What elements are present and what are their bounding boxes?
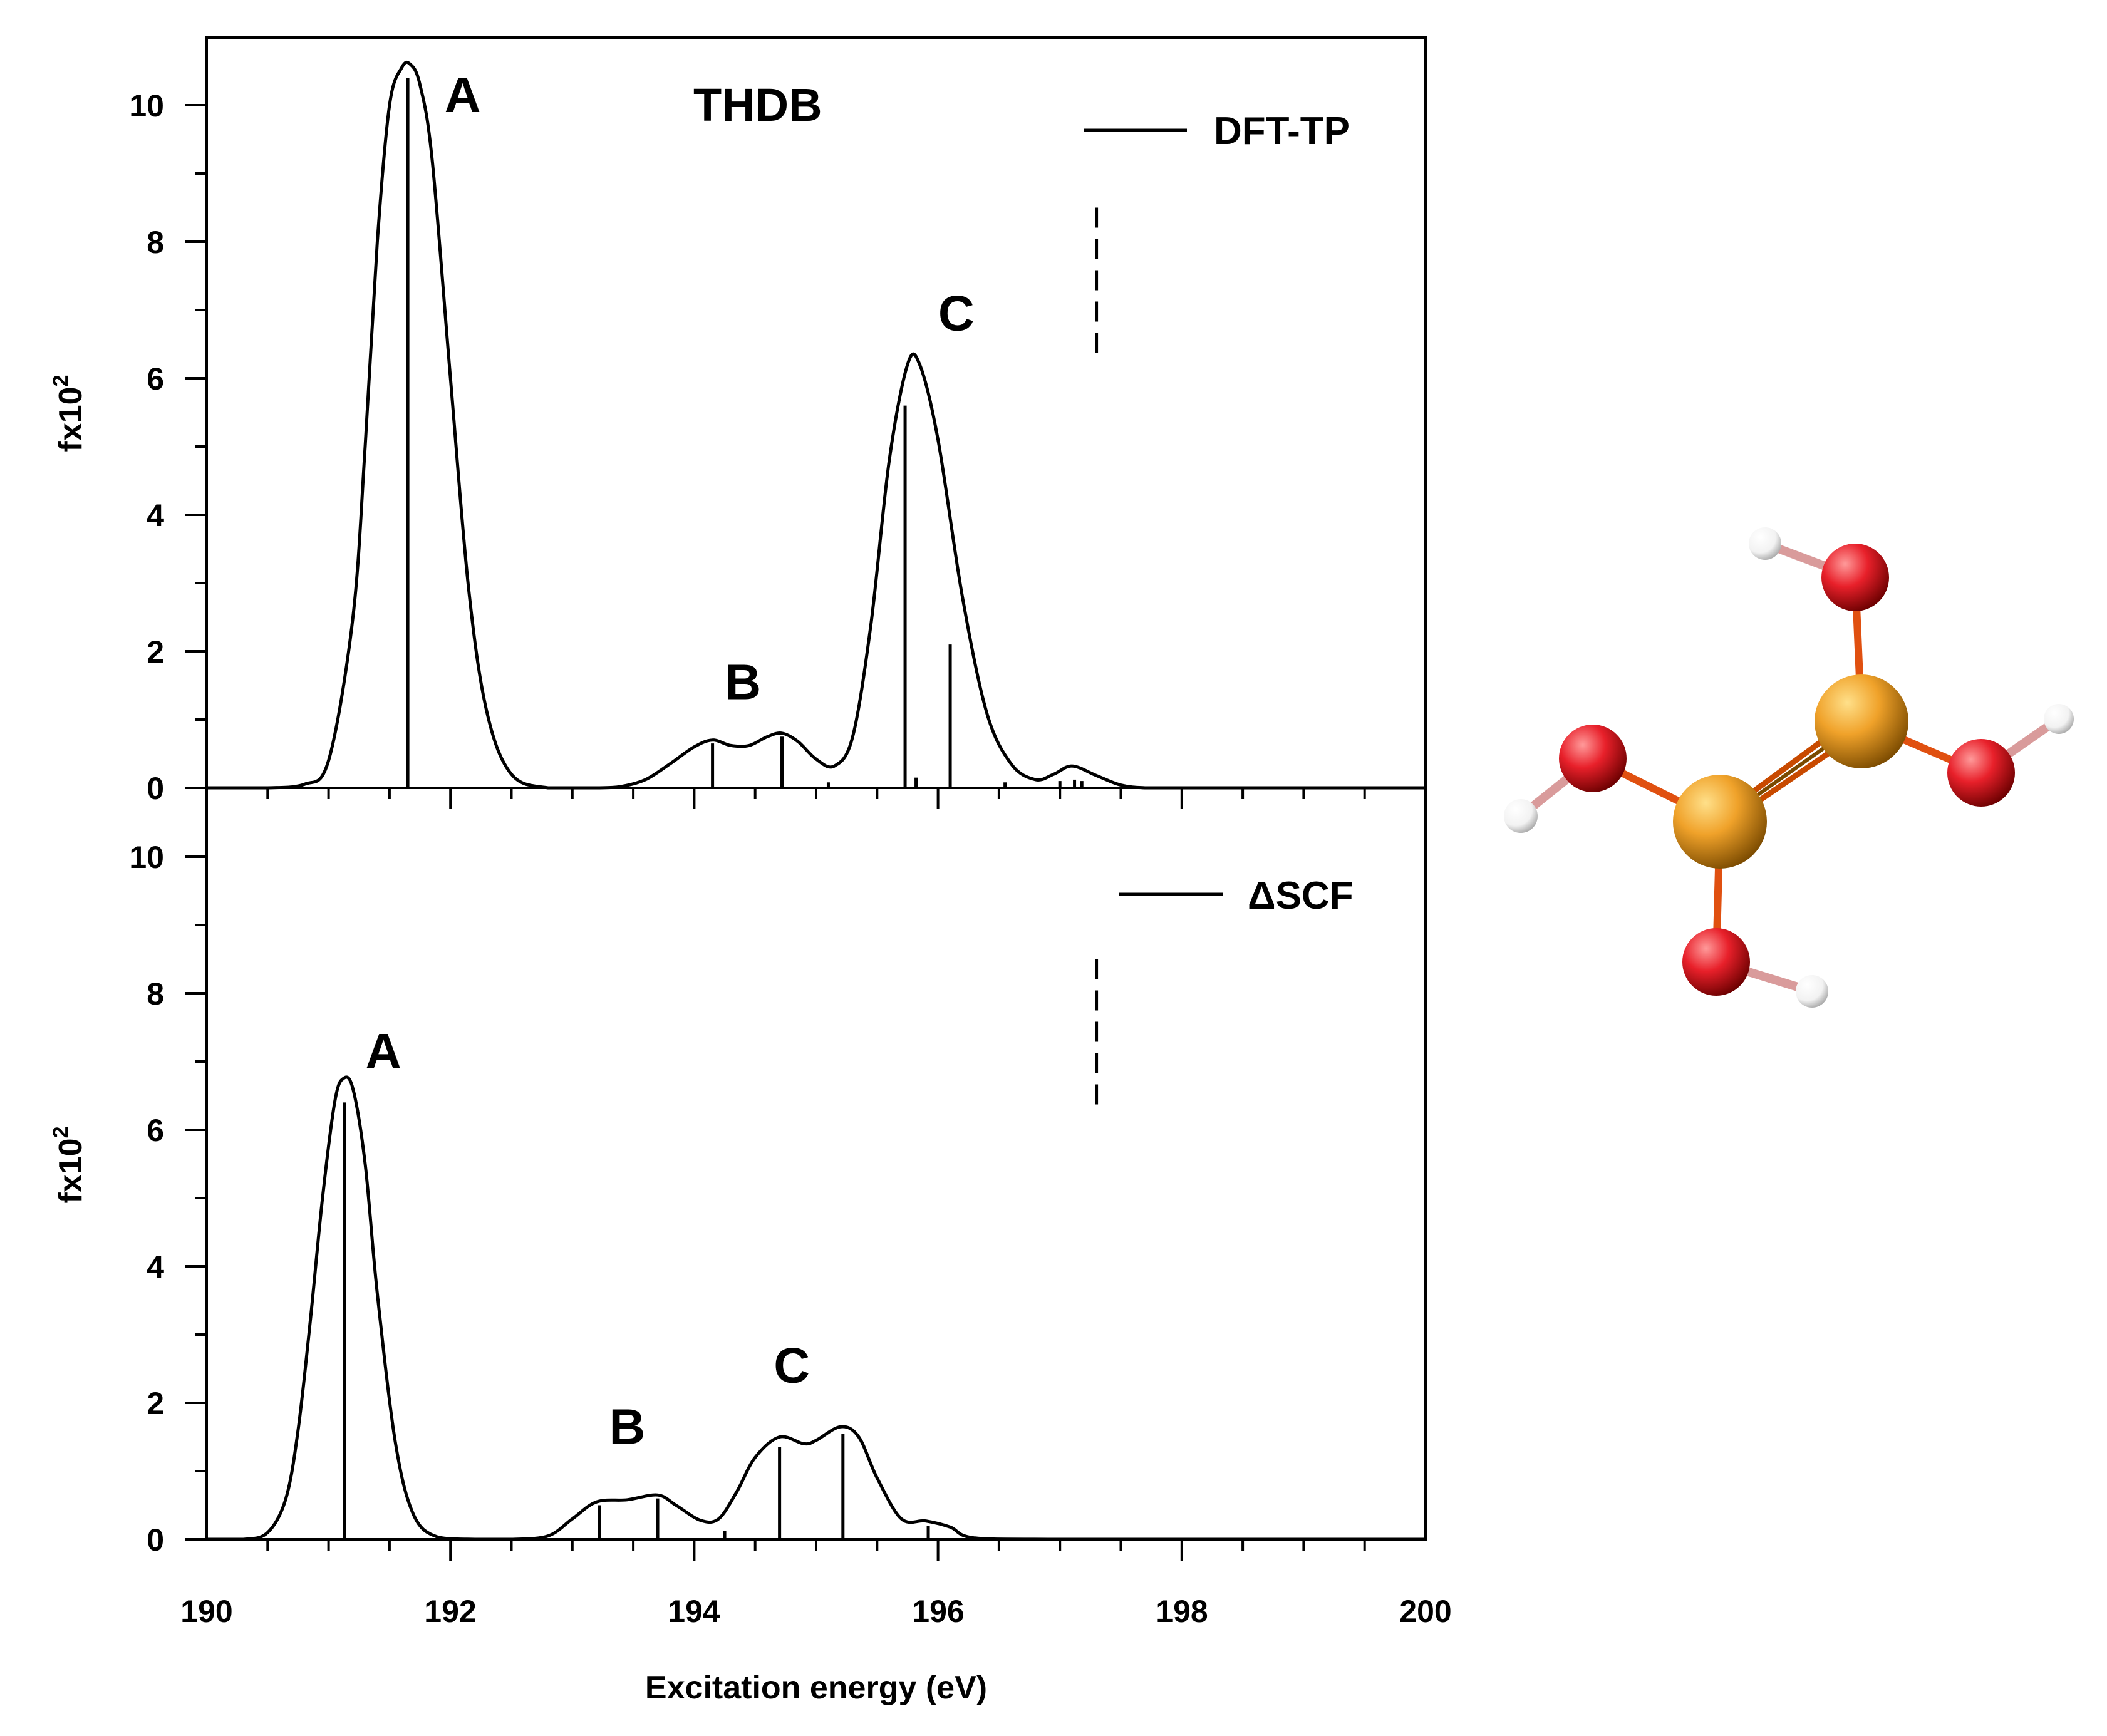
bottom-axis-ticks [185,855,1366,1561]
hydrogen-atom-top [1749,527,1781,560]
x-axis-label: Excitation energy (eV) [645,1670,987,1706]
bottom-y-tick-label-4: 4 [147,1249,164,1284]
top-transition-sticks [406,78,1084,788]
bottom-y-axis-label-base: fx10 [53,1138,89,1203]
oxygen-atom-right [1947,739,2015,807]
top-y-axis-label: fx102 [49,375,89,452]
top-y-tick-label-4: 4 [147,498,164,533]
hydrogen-atom-left [1504,799,1538,833]
oxygen-atom-top [1821,544,1889,611]
x-tick-labels: 190 192 194 196 198 200 [180,1594,1451,1629]
x-tick-label-200: 200 [1399,1594,1451,1629]
top-y-tick-label-6: 6 [147,361,164,396]
hydrogen-atom-bottom [1796,975,1828,1008]
top-y-axis-label-base: fx10 [53,386,89,452]
hydrogen-atom-right [2044,704,2074,734]
top-peak-label-b: B [725,654,761,710]
bottom-peak-label-a: A [365,1023,401,1079]
bottom-y-tick-label-0: 0 [147,1522,164,1558]
panel-bottom: ΔSCF A B C 0 2 4 6 8 10 fx102 [49,787,1427,1561]
top-legend-label: DFT-TP [1214,110,1350,153]
top-peak-label-a: A [445,67,481,123]
bottom-peak-label-b: B [609,1398,645,1454]
molecule-illustration [1504,527,2074,1008]
top-y-tick-label-8: 8 [147,225,164,260]
bottom-y-tick-label-2: 2 [147,1386,164,1421]
top-peak-label-c: C [938,286,975,341]
bottom-y-tick-label-8: 8 [147,976,164,1011]
x-tick-label-194: 194 [668,1594,720,1629]
oxygen-atom-left [1559,725,1627,792]
bottom-legend-label: ΔSCF [1248,874,1354,917]
top-chart-title: THDB [693,79,822,131]
top-y-tick-label-0: 0 [147,771,164,806]
top-axis-ticks [185,104,1366,809]
boron-atom-1 [1815,674,1908,768]
top-spectrum-line [207,60,1426,790]
x-tick-label-190: 190 [180,1594,232,1629]
panel-top: DFT-TP THDB A B C 0 2 4 6 8 10 fx102 [49,36,1427,809]
bottom-y-tick-label-10: 10 [129,840,164,875]
top-y-tick-label-2: 2 [147,634,164,669]
oxygen-atom-bottom [1682,928,1750,996]
bottom-y-axis-label-exponent: 2 [49,1127,73,1139]
top-y-tick-label-10: 10 [129,88,164,123]
x-tick-label-192: 192 [424,1594,476,1629]
x-tick-label-196: 196 [912,1594,964,1629]
bottom-y-axis-label: fx102 [49,1127,89,1204]
bottom-plot-frame [205,787,1427,1541]
top-y-axis-label-exponent: 2 [49,375,73,387]
x-tick-label-198: 198 [1156,1594,1208,1629]
bottom-spectrum-line [207,1075,1426,1541]
bottom-y-tick-label-6: 6 [147,1113,164,1148]
bottom-y-tick-labels: 0 2 4 6 8 10 [129,840,164,1558]
bottom-transition-sticks [343,1102,930,1539]
bottom-peak-label-c: C [774,1337,810,1393]
boron-atom-2 [1673,775,1767,869]
top-y-tick-labels: 0 2 4 6 8 10 [129,88,164,806]
